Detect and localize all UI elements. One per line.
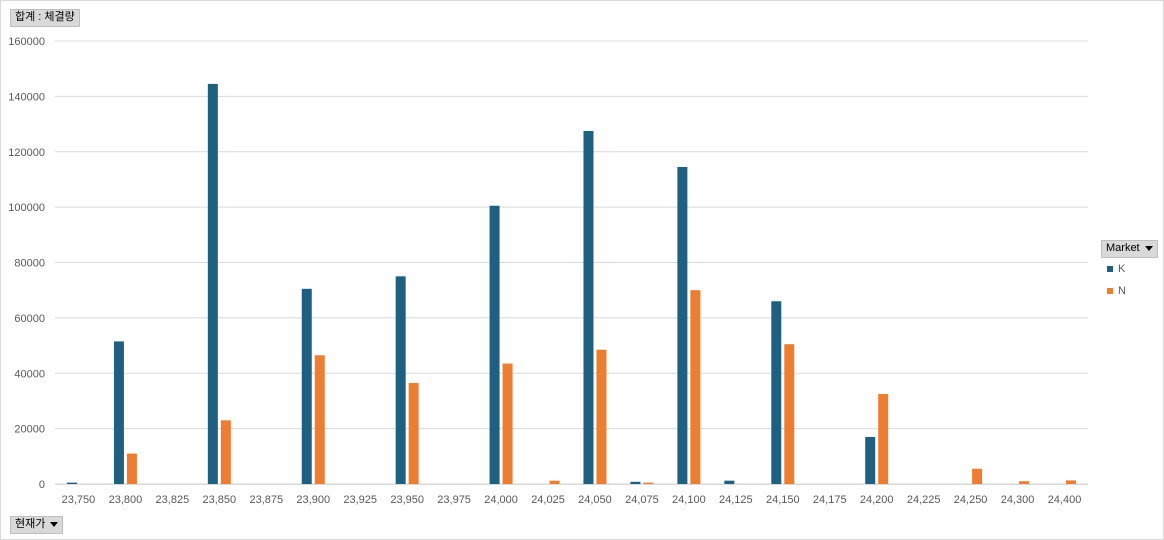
bar-N-10: [549, 480, 560, 484]
x-tick-label: 24,150: [766, 494, 800, 506]
bar-K-11: [583, 130, 594, 484]
y-tick-label: 40000: [14, 368, 45, 380]
y-tick-label: 20000: [14, 424, 45, 436]
legend-field-label: Market: [1106, 242, 1140, 254]
bar-K-12: [630, 481, 641, 484]
x-tick-label: 23,750: [62, 494, 96, 506]
x-tick-label: 24,125: [719, 494, 753, 506]
y-tick-label: 120000: [8, 147, 45, 159]
x-tick-label: 24,300: [1001, 494, 1035, 506]
bar-K-3: [207, 83, 218, 485]
x-tick-label: 24,000: [484, 494, 518, 506]
x-tick-label: 24,175: [813, 494, 847, 506]
x-tick-label: 24,200: [860, 494, 894, 506]
bars: [66, 83, 1077, 485]
bar-N-20: [1019, 481, 1030, 484]
legend-swatch: [1107, 288, 1113, 294]
bar-N-9: [502, 363, 513, 484]
bar-K-0: [66, 482, 77, 484]
bar-N-21: [1066, 480, 1077, 484]
bar-K-1: [113, 341, 124, 484]
x-tick-label: 23,825: [156, 494, 190, 506]
x-tick-label: 24,075: [625, 494, 659, 506]
x-tick-label: 23,875: [249, 494, 283, 506]
y-tick-label: 140000: [8, 91, 45, 103]
legend-label: K: [1118, 263, 1126, 275]
bar-N-5: [314, 355, 325, 484]
y-tick-label: 80000: [14, 258, 45, 270]
x-tick-label: 23,975: [437, 494, 471, 506]
y-tick-label: 160000: [8, 36, 45, 48]
rows-field-label: 현재가: [15, 518, 46, 530]
x-tick-label: 24,100: [672, 494, 706, 506]
x-tick-label: 24,400: [1048, 494, 1082, 506]
bar-K-13: [677, 166, 688, 484]
x-axis-ticks: 23,750 23,800 23,825 23,850 23,875 23,900 23,9…: [62, 494, 1082, 506]
x-tick-label: 23,950: [390, 494, 424, 506]
bar-K-14: [724, 480, 735, 484]
bar-N-15: [784, 344, 795, 484]
y-tick-label: 0: [39, 479, 45, 491]
x-tick-label: 23,850: [203, 494, 237, 506]
bar-N-1: [126, 453, 137, 484]
bar-K-15: [771, 301, 782, 484]
bar-N-13: [690, 290, 701, 484]
legend-label: N: [1118, 285, 1126, 297]
bar-N-3: [220, 420, 231, 484]
y-tick-label: 100000: [8, 202, 45, 214]
y-axis-ticks: 0 20000 40000 60000 80000 100000 120000 140000 1…: [8, 36, 45, 491]
values-field-button[interactable]: 합계 : 체결량: [10, 9, 80, 27]
bar-K-5: [301, 288, 312, 484]
bar-N-17: [878, 394, 889, 484]
values-field-label: 합계 : 체결량: [15, 11, 75, 23]
x-tick-label: 23,900: [296, 494, 330, 506]
x-tick-label: 23,800: [109, 494, 143, 506]
x-tick-label: 24,025: [531, 494, 565, 506]
bar-N-19: [972, 468, 983, 484]
x-tick-label: 24,050: [578, 494, 612, 506]
bar-K-9: [489, 205, 500, 484]
legend-swatch: [1107, 266, 1113, 272]
legend-field-button[interactable]: Market: [1101, 240, 1158, 258]
dropdown-arrow-icon: [50, 521, 59, 527]
bar-N-7: [408, 382, 419, 484]
x-tick-label: 24,250: [954, 494, 988, 506]
rows-field-button[interactable]: 현재가: [10, 516, 64, 534]
gridlines: [55, 40, 1088, 485]
bar-K-7: [395, 276, 406, 484]
x-tick-label: 23,925: [343, 494, 377, 506]
legend-item-K: K: [1107, 262, 1126, 284]
bar-N-12: [643, 482, 654, 484]
bar-N-11: [596, 349, 607, 484]
bar-K-17: [865, 436, 876, 484]
x-tick-label: 24,225: [907, 494, 941, 506]
y-tick-label: 60000: [14, 313, 45, 325]
legend-item-N: N: [1107, 284, 1126, 306]
dropdown-arrow-icon: [1144, 245, 1153, 251]
